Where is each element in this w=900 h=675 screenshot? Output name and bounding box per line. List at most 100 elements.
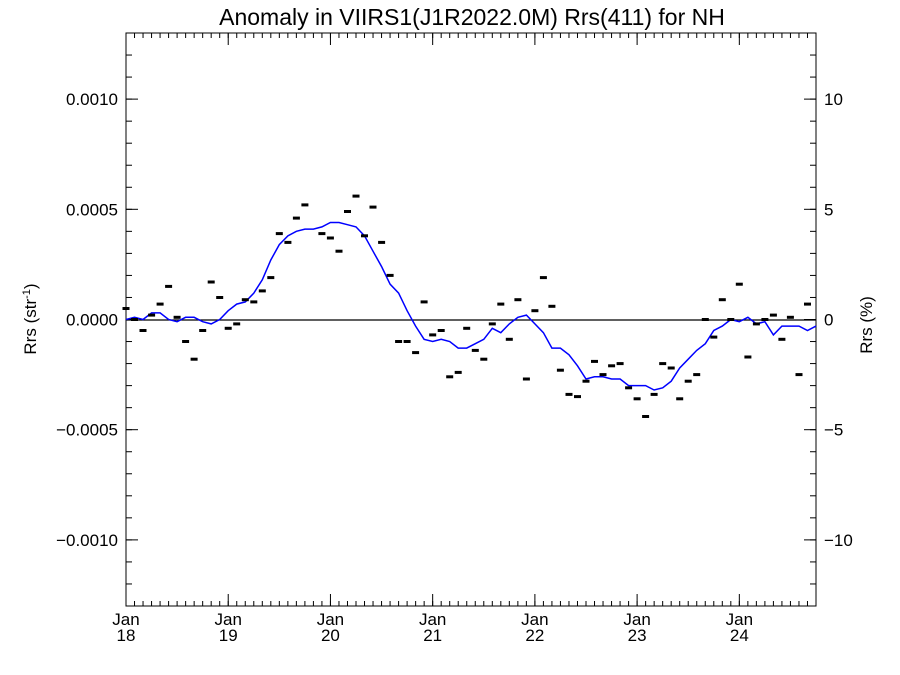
x-tick-year-label: 19 [219,626,238,645]
monthly-anomaly-point [326,236,334,240]
monthly-anomaly-point [403,340,411,343]
monthly-anomaly-point [361,234,368,238]
monthly-anomaly-point [131,318,138,321]
monthly-anomaly-point [165,284,173,288]
right-y-axis: 10 5 0 −5 −10 [824,90,853,550]
monthly-anomaly-point [122,307,130,310]
right-tick-label: −10 [824,531,853,550]
left-tick-label: 0.0000 [66,311,118,330]
monthly-anomaly-point [795,373,803,377]
x-tick-month-label: Jan [112,610,139,629]
monthly-anomaly-point [505,337,513,341]
plot-area [122,32,817,607]
monthly-anomaly-point [744,355,752,359]
monthly-anomaly-point [556,368,564,372]
monthly-anomaly-point [769,313,777,317]
chart-title: Anomaly in VIIRS1(J1R2022.0M) Rrs(411) f… [219,4,725,30]
right-tick-label: −5 [824,421,843,440]
monthly-anomaly-point [786,315,794,319]
monthly-anomaly-point [199,329,207,332]
monthly-anomaly-point [148,313,156,317]
monthly-anomaly-point [139,329,147,332]
monthly-anomaly-point [667,366,675,370]
monthly-anomaly-point [301,203,309,207]
monthly-anomaly-point [761,318,769,321]
monthly-anomaly-point [633,397,641,401]
major-ticks [125,33,816,606]
monthly-anomaly-point [701,318,709,321]
monthly-anomaly-point [514,298,522,302]
monthly-anomaly-point [778,337,786,341]
monthly-anomaly-point [378,240,386,244]
right-tick-label: 5 [824,200,833,219]
monthly-anomaly-series [122,194,811,418]
right-tick-label: 0 [824,311,833,330]
right-axis-title: Rrs (%) [857,296,876,354]
monthly-anomaly-point [420,300,428,304]
monthly-anomaly-point [335,249,343,253]
x-tick-month-label: Jan [215,610,242,629]
monthly-anomaly-point [752,322,760,326]
x-tick-year-label: 24 [730,626,749,645]
x-tick-year-label: 18 [117,626,136,645]
x-tick-month-label: Jan [521,610,548,629]
monthly-anomaly-point [608,364,616,368]
monthly-anomaly-point [684,379,692,383]
left-tick-label: 0.0010 [66,90,118,109]
x-tick-month-label: Jan [726,610,753,629]
monthly-anomaly-point [735,282,743,286]
monthly-anomaly-point [574,395,581,399]
monthly-anomaly-point [659,362,667,366]
monthly-anomaly-point [233,322,241,326]
left-axis-title: Rrs (str-1) [21,283,40,354]
monthly-anomaly-point [437,329,445,332]
left-tick-label: 0.0005 [66,200,118,219]
monthly-anomaly-point [190,357,198,361]
monthly-anomaly-point [804,302,811,306]
monthly-anomaly-point [718,298,726,302]
monthly-anomaly-point [216,296,224,299]
x-tick-month-label: Jan [419,610,446,629]
x-tick-year-label: 23 [628,626,647,645]
monthly-anomaly-point [207,280,215,284]
monthly-anomaly-point [182,340,190,343]
left-y-axis: 0.0010 0.0005 0.0000 −0.0005 −0.0010 [56,90,118,550]
monthly-anomaly-point [548,304,556,308]
monthly-anomaly-point [488,322,496,326]
monthly-anomaly-point [693,373,701,377]
monthly-anomaly-point [454,370,462,374]
monthly-anomaly-point [582,379,590,383]
monthly-anomaly-point [539,276,547,280]
monthly-anomaly-point [463,326,471,330]
monthly-anomaly-point [650,392,658,396]
monthly-anomaly-point [292,216,300,220]
monthly-anomaly-point [258,289,266,293]
monthly-anomaly-point [497,302,505,306]
running-mean-series [125,221,817,391]
monthly-anomaly-point [386,273,394,277]
monthly-anomaly-point [446,375,454,379]
monthly-anomaly-point [565,392,573,396]
monthly-anomaly-point [241,298,249,302]
monthly-anomaly-point [344,210,351,213]
right-tick-label: 10 [824,90,843,109]
monthly-anomaly-point [522,377,530,381]
x-tick-year-label: 22 [525,626,544,645]
monthly-anomaly-point [625,386,633,390]
running-mean-line [125,221,817,391]
monthly-anomaly-point [642,415,650,418]
monthly-anomaly-point [599,373,607,377]
monthly-anomaly-point [284,240,292,244]
x-tick-year-label: 21 [423,626,442,645]
monthly-anomaly-point [531,309,539,313]
monthly-anomaly-point [591,359,598,363]
monthly-anomaly-point [352,194,360,198]
x-tick-month-label: Jan [317,610,344,629]
monthly-anomaly-point [395,340,403,343]
monthly-anomaly-point [727,318,735,321]
monthly-anomaly-point [471,348,479,352]
left-tick-label: −0.0005 [56,421,118,440]
monthly-anomaly-point [275,232,283,236]
monthly-anomaly-point [710,335,718,339]
